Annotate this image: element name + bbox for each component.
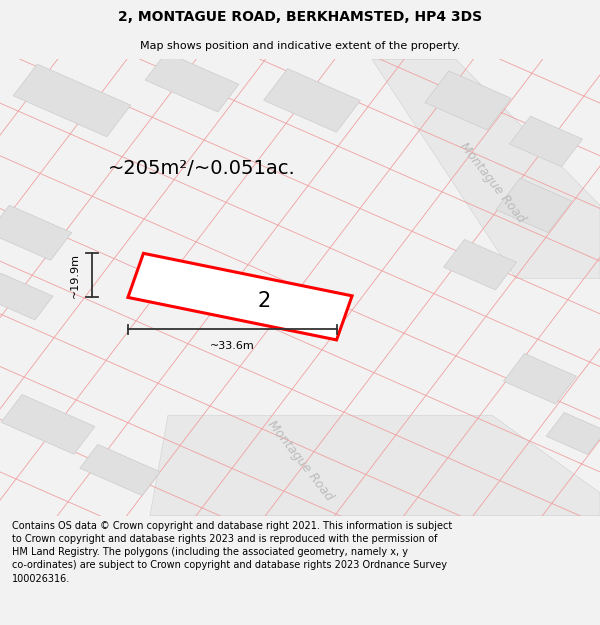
Polygon shape	[1, 394, 95, 454]
Polygon shape	[546, 412, 600, 454]
Polygon shape	[263, 69, 361, 132]
Polygon shape	[145, 52, 239, 112]
Polygon shape	[509, 116, 583, 167]
Polygon shape	[13, 64, 131, 137]
Polygon shape	[496, 178, 572, 232]
Text: 2, MONTAGUE ROAD, BERKHAMSTED, HP4 3DS: 2, MONTAGUE ROAD, BERKHAMSTED, HP4 3DS	[118, 9, 482, 24]
Polygon shape	[443, 239, 517, 290]
Polygon shape	[0, 205, 71, 260]
Polygon shape	[150, 415, 600, 516]
Text: Montague Road: Montague Road	[457, 140, 527, 225]
Text: Montague Road: Montague Road	[265, 418, 335, 504]
Text: ~33.6m: ~33.6m	[210, 341, 254, 351]
Polygon shape	[425, 71, 511, 130]
Polygon shape	[80, 444, 160, 496]
Polygon shape	[372, 59, 600, 278]
Polygon shape	[0, 273, 53, 320]
Polygon shape	[503, 354, 577, 404]
Text: Contains OS data © Crown copyright and database right 2021. This information is : Contains OS data © Crown copyright and d…	[12, 521, 452, 584]
Polygon shape	[128, 253, 352, 340]
Text: 2: 2	[257, 291, 271, 311]
Text: ~205m²/~0.051ac.: ~205m²/~0.051ac.	[108, 159, 296, 178]
Text: ~19.9m: ~19.9m	[70, 253, 80, 298]
Text: Map shows position and indicative extent of the property.: Map shows position and indicative extent…	[140, 41, 460, 51]
